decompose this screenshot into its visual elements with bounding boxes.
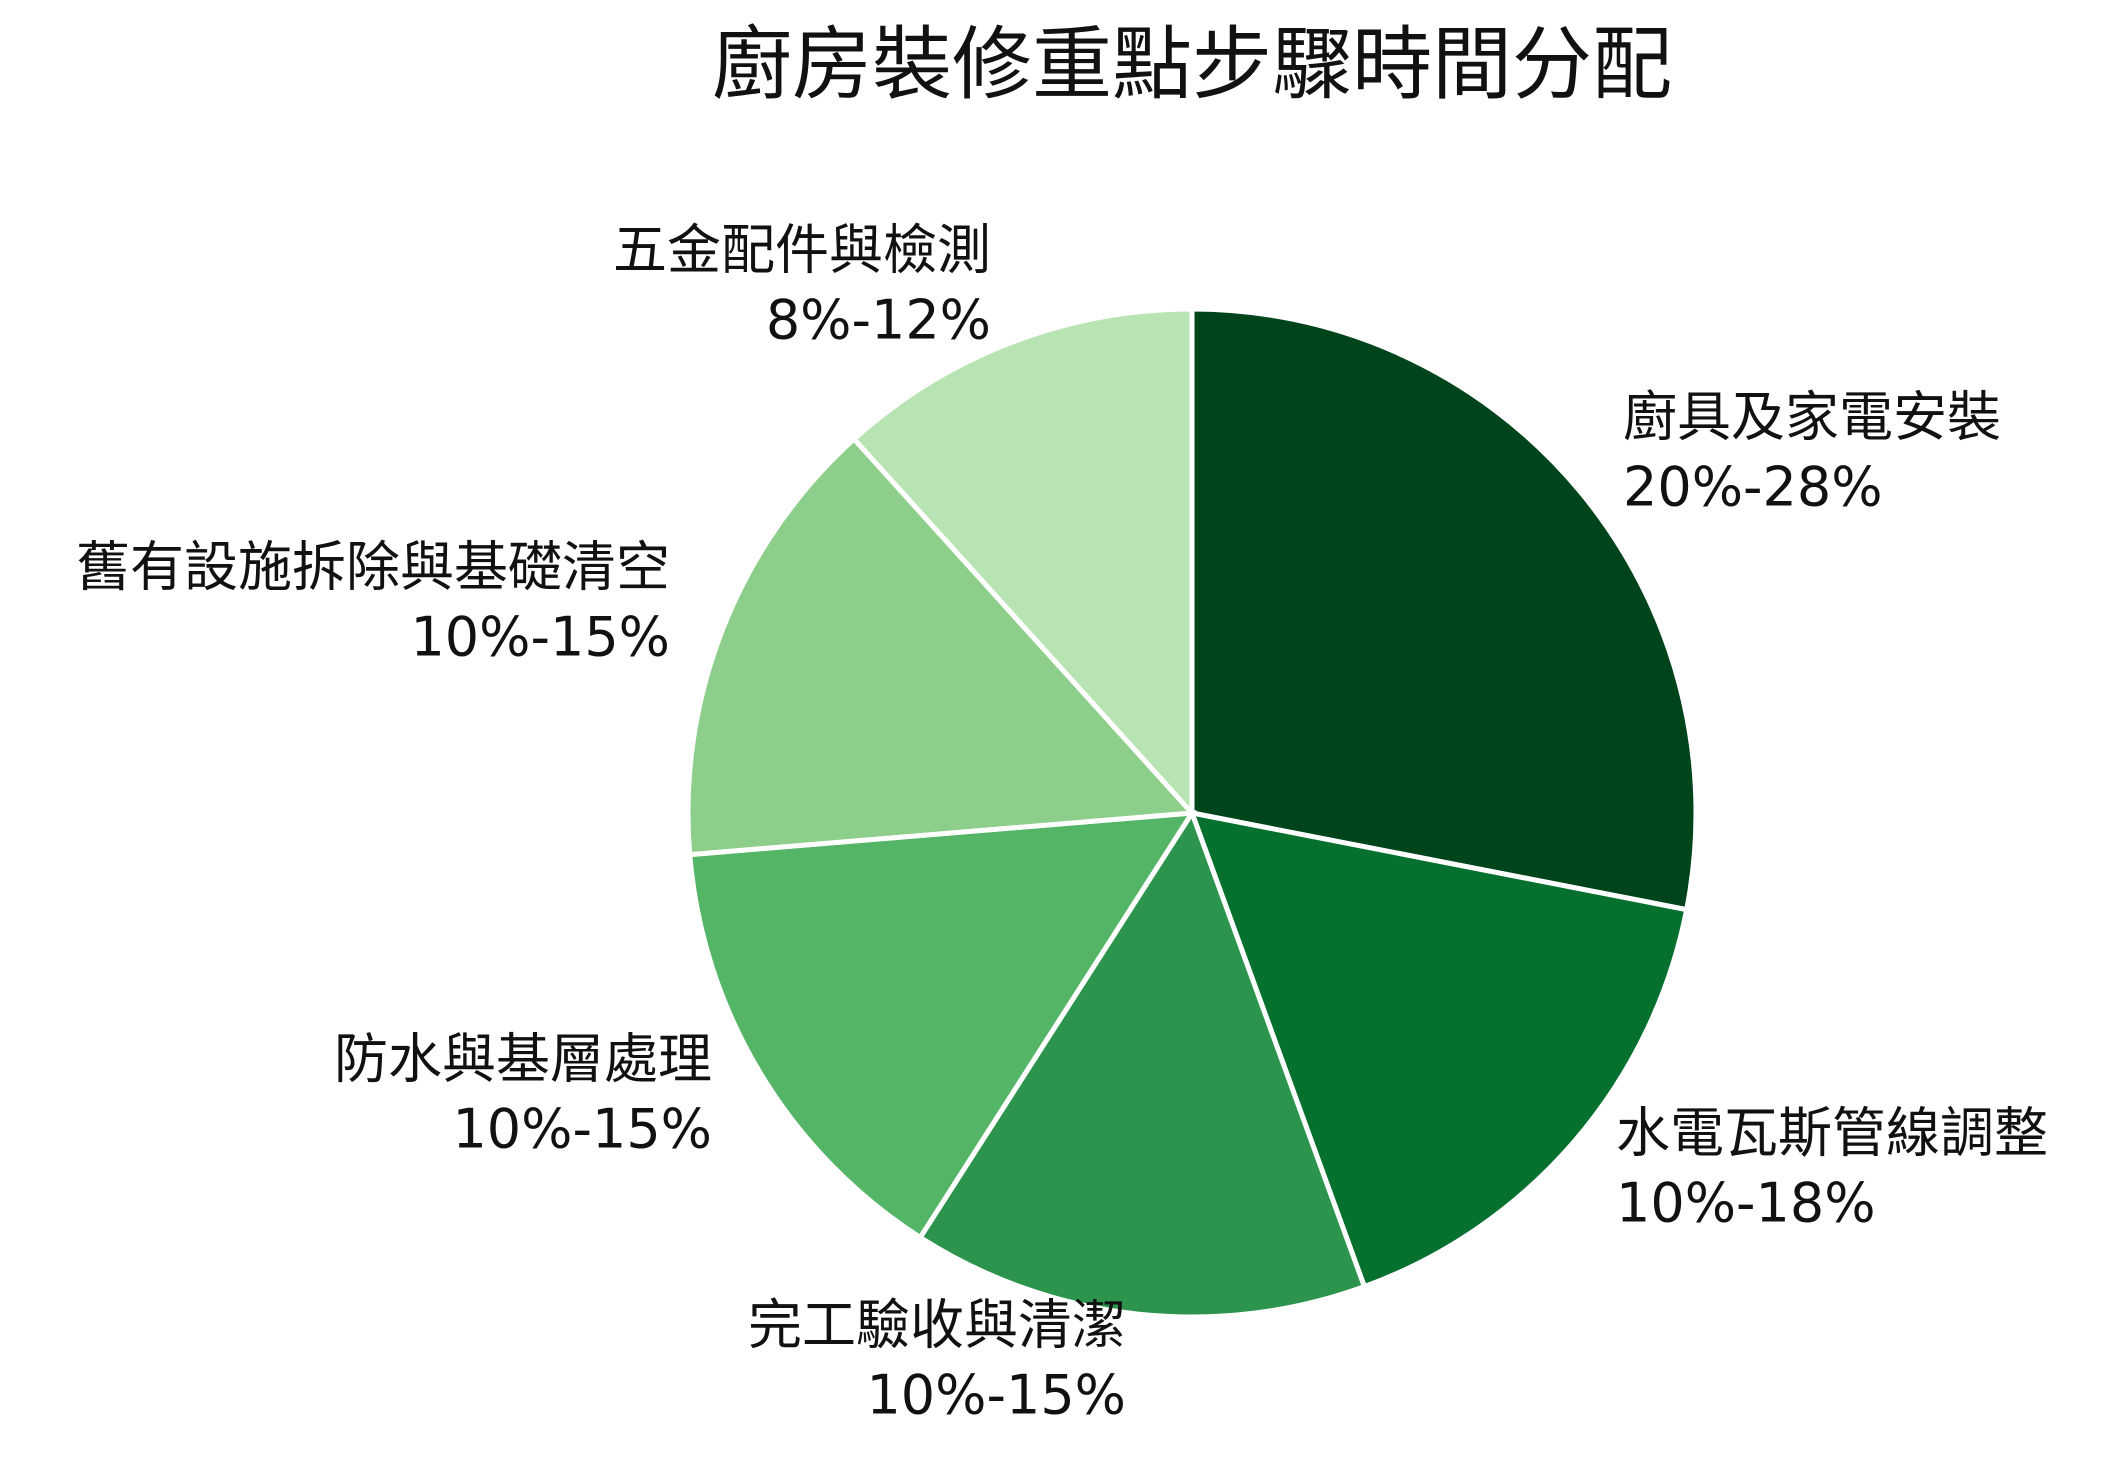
slice-label: 五金配件與檢測 — [613, 219, 991, 282]
pie-slice — [687, 810, 1197, 1241]
pie-slice — [916, 807, 1368, 1320]
slice-label: 廚具及家電安裝 — [1623, 386, 2001, 449]
slice-label: 舊有設施拆除與基礎清空 — [76, 536, 670, 599]
slice-value-label: 10%-18% — [1616, 1172, 1876, 1235]
slice-value-label: 8%-12% — [766, 289, 991, 352]
slice-value-label: 10%-15% — [410, 606, 670, 669]
pie-slice — [1189, 306, 1699, 913]
slice-value-label: 10%-15% — [866, 1364, 1126, 1427]
slice-value-label: 10%-15% — [452, 1098, 712, 1161]
pie-slice — [1188, 809, 1690, 1290]
slice-value-label: 20%-28% — [1623, 456, 1883, 519]
pie-slice — [850, 306, 1195, 820]
pie-slice — [685, 435, 1198, 858]
slice-label: 防水與基層處理 — [334, 1028, 712, 1091]
slice-label: 水電瓦斯管線調整 — [1616, 1102, 2048, 1165]
chart-title: 廚房裝修重點步驟時間分配 — [712, 18, 1672, 111]
slice-label: 完工驗收與清潔 — [748, 1294, 1126, 1357]
